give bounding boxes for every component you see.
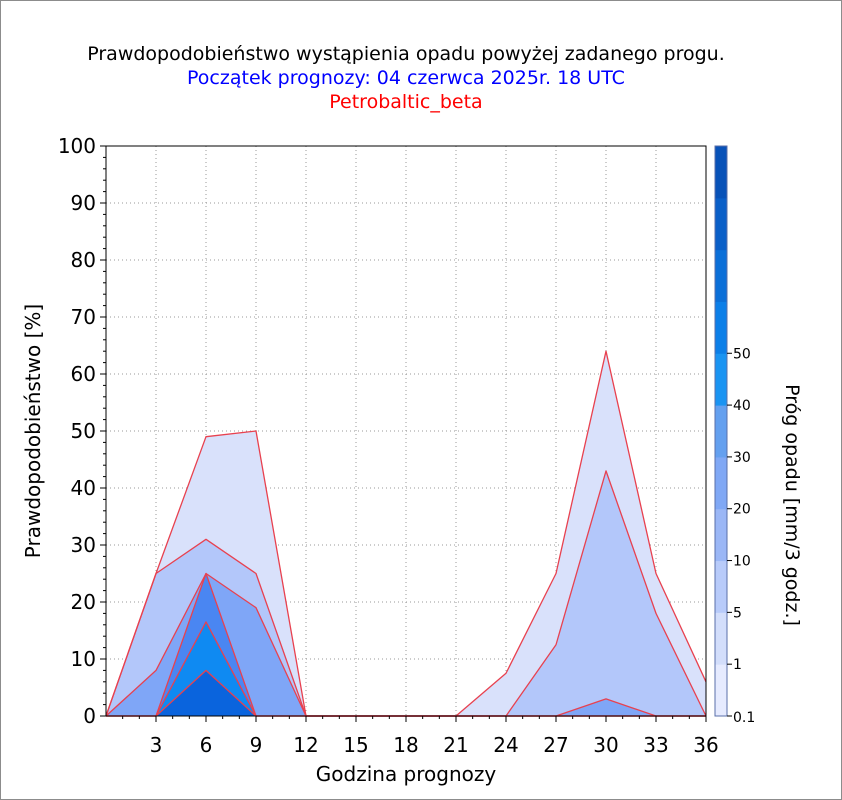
colorbar-segment [715, 146, 727, 199]
y-tick-label: 60 [71, 362, 96, 386]
y-tick-label: 80 [71, 248, 96, 272]
colorbar-tick-label: 0.1 [733, 710, 755, 726]
x-tick-label: 9 [250, 733, 263, 757]
x-tick-label: 3 [150, 733, 163, 757]
colorbar-tick-label: 5 [733, 605, 742, 621]
y-tick-label: 70 [71, 305, 96, 329]
colorbar-segment [715, 405, 727, 458]
y-tick-label: 10 [71, 647, 96, 671]
colorbar-segment [715, 664, 727, 717]
colorbar-tick-label: 40 [733, 398, 751, 414]
y-tick-label: 50 [71, 419, 96, 443]
colorbar-segment [715, 197, 727, 251]
x-tick-label: 21 [443, 733, 468, 757]
colorbar-segment [715, 560, 727, 613]
y-tick-label: 30 [71, 533, 96, 557]
x-tick-label: 12 [293, 733, 318, 757]
colorbar-segment [715, 353, 727, 406]
x-tick-label: 33 [643, 733, 668, 757]
x-tick-label: 6 [200, 733, 213, 757]
y-axis-label: Prawdopodobieństwo [%] [21, 304, 45, 558]
colorbar-border [714, 145, 728, 717]
colorbar-label: Próg opadu [mm/3 godz.] [781, 384, 803, 626]
x-tick-label: 15 [343, 733, 368, 757]
colorbar-tick-label: 50 [733, 346, 751, 362]
x-tick-label: 24 [493, 733, 518, 757]
colorbar-segment [715, 249, 727, 302]
colorbar-tick-label: 20 [733, 502, 751, 518]
colorbar-tick-label: 10 [733, 554, 751, 570]
area-threshold-30 [106, 670, 706, 716]
x-tick-label: 36 [693, 733, 718, 757]
x-tick-label: 30 [593, 733, 618, 757]
chart-subtitle-station: Petrobaltic_beta [329, 91, 482, 113]
y-tick-label: 40 [71, 476, 96, 500]
y-tick-label: 100 [58, 134, 96, 158]
colorbar-segment [715, 508, 727, 562]
x-tick-label: 27 [543, 733, 568, 757]
colorbar-tick-label: 30 [733, 450, 751, 466]
y-tick-label: 0 [83, 704, 96, 728]
colorbar-segment [715, 612, 727, 665]
colorbar-segment [715, 456, 727, 510]
chart-title: Prawdopodobieństwo wystąpienia opadu pow… [87, 43, 725, 65]
x-tick-label: 18 [393, 733, 418, 757]
chart-subtitle: Początek prognozy: 04 czerwca 2025r. 18 … [187, 67, 625, 89]
colorbar-tick-label: 1 [733, 657, 742, 673]
colorbar-segment [715, 301, 727, 354]
y-tick-label: 20 [71, 590, 96, 614]
y-tick-label: 90 [71, 191, 96, 215]
x-axis-label: Godzina prognozy [316, 762, 497, 786]
